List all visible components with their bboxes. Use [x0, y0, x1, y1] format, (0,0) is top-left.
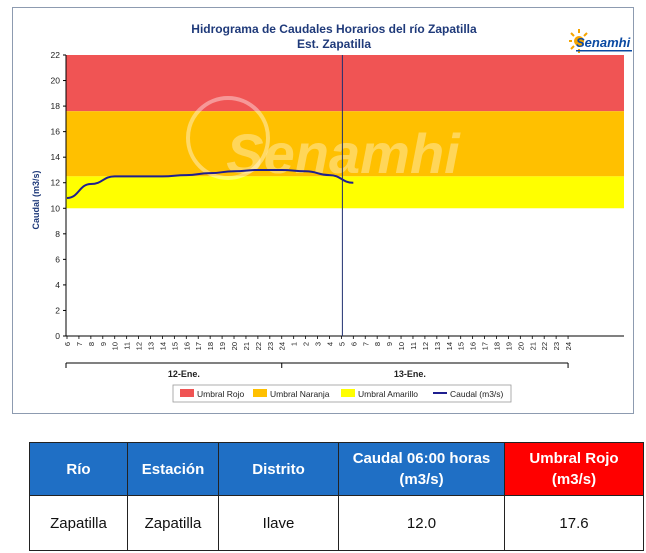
- legend-swatch-rojo: [180, 389, 194, 397]
- table-header-row: Río Estación Distrito Caudal 06:00 horas…: [29, 442, 644, 496]
- x-tick-label: 9: [99, 342, 108, 346]
- x-tick-label: 9: [385, 342, 394, 346]
- header-distrito: Distrito: [218, 442, 339, 496]
- y-tick-label: 2: [55, 305, 60, 315]
- y-tick-label: 20: [51, 76, 61, 86]
- cell-umbral-rojo: 17.6: [504, 495, 644, 551]
- x-tick-label: 8: [373, 342, 382, 346]
- station-info-table: Río Estación Distrito Caudal 06:00 horas…: [29, 442, 644, 551]
- legend-label-rojo: Umbral Rojo: [197, 389, 245, 399]
- y-axis-label: Caudal (m3/s): [31, 170, 41, 229]
- watermark-sun-icon: [186, 96, 270, 180]
- x-tick-label: 11: [123, 342, 132, 350]
- hydrograph-chart: Hidrograma de Caudales Horarios del río …: [31, 22, 624, 403]
- x-tick-label: 21: [242, 342, 251, 350]
- y-tick-label: 18: [51, 101, 61, 111]
- x-tick-label: 4: [325, 342, 334, 346]
- x-tick-label: 6: [63, 342, 72, 346]
- x-tick-label: 6: [349, 342, 358, 346]
- y-tick-label: 12: [51, 178, 61, 188]
- x-tick-label: 23: [552, 342, 561, 350]
- chart-legend: Umbral Rojo Umbral Naranja Umbral Amaril…: [172, 384, 512, 403]
- cell-rio: Zapatilla: [29, 495, 128, 551]
- x-tick-label: 13: [433, 342, 442, 350]
- x-tick-label: 8: [87, 342, 96, 346]
- chart-title: Hidrograma de Caudales Horarios del río …: [191, 22, 477, 36]
- y-tick-label: 14: [51, 152, 61, 162]
- y-tick-label: 16: [51, 127, 61, 137]
- x-tick-label: 24: [278, 342, 287, 350]
- watermark-text: Senamhi: [226, 122, 461, 185]
- header-caudal: Caudal 06:00 horas (m3/s): [338, 442, 505, 496]
- header-umbral-rojo: Umbral Rojo (m3/s): [504, 442, 644, 496]
- x-tick-label: 15: [457, 342, 466, 350]
- x-tick-label: 11: [409, 342, 418, 350]
- x-tick-label: 1: [290, 342, 299, 346]
- x-tick-label: 17: [481, 342, 490, 350]
- x-tick-label: 22: [540, 342, 549, 350]
- x-tick-label: 15: [170, 342, 179, 350]
- x-tick-label: 13: [147, 342, 156, 350]
- header-estacion: Estación: [127, 442, 219, 496]
- cell-caudal: 12.0: [338, 495, 505, 551]
- threshold-band-0: [66, 55, 624, 112]
- logo-text: Senamhi: [576, 35, 631, 50]
- legend-label-caudal: Caudal (m3/s): [450, 389, 504, 399]
- x-tick-label: 17: [194, 342, 203, 350]
- y-tick-label: 0: [55, 331, 60, 341]
- x-tick-label: 12: [135, 342, 144, 350]
- x-tick-label: 20: [230, 342, 239, 350]
- y-tick-label: 22: [51, 50, 61, 60]
- x-tick-label: 22: [254, 342, 263, 350]
- chart-subtitle: Est. Zapatilla: [297, 37, 371, 51]
- y-tick-label: 10: [51, 203, 61, 213]
- x-tick-label: 7: [75, 342, 84, 346]
- sun-icon: [569, 29, 588, 53]
- x-tick-label: 2: [302, 342, 311, 346]
- legend-label-amarillo: Umbral Amarillo: [358, 389, 418, 399]
- y-tick-label: 6: [55, 254, 60, 264]
- x-tick-label: 10: [397, 342, 406, 350]
- cell-distrito: Ilave: [218, 495, 339, 551]
- x-tick-label: 14: [158, 342, 167, 350]
- table-row: Zapatilla Zapatilla Ilave 12.0 17.6: [29, 495, 644, 551]
- day-label: 12-Ene.: [168, 369, 200, 379]
- x-tick-label: 7: [361, 342, 370, 346]
- day-label: 13-Ene.: [394, 369, 426, 379]
- legend-swatch-amarillo: [341, 389, 355, 397]
- x-tick-label: 20: [516, 342, 525, 350]
- x-tick-label: 19: [504, 342, 513, 350]
- x-tick-label: 16: [469, 342, 478, 350]
- y-tick-label: 4: [55, 280, 60, 290]
- x-tick-label: 21: [528, 342, 537, 350]
- x-tick-label: 23: [266, 342, 275, 350]
- legend-label-naranja: Umbral Naranja: [270, 389, 330, 399]
- legend-swatch-naranja: [253, 389, 267, 397]
- threshold-band-1: [66, 111, 624, 177]
- cell-estacion: Zapatilla: [127, 495, 219, 551]
- x-tick-label: 12: [421, 342, 430, 350]
- x-tick-label: 5: [337, 342, 346, 346]
- y-tick-label: 8: [55, 229, 60, 239]
- header-rio: Río: [29, 442, 128, 496]
- x-tick-label: 18: [492, 342, 501, 350]
- x-tick-label: 24: [564, 342, 573, 350]
- x-tick-label: 19: [218, 342, 227, 350]
- x-tick-label: 16: [182, 342, 191, 350]
- senamhi-logo: Senamhi: [568, 25, 638, 57]
- x-tick-label: 14: [445, 342, 454, 350]
- chart-panel: Hidrograma de Caudales Horarios del río …: [12, 7, 634, 414]
- x-tick-label: 10: [111, 342, 120, 350]
- x-tick-label: 3: [314, 342, 323, 346]
- x-tick-label: 18: [206, 342, 215, 350]
